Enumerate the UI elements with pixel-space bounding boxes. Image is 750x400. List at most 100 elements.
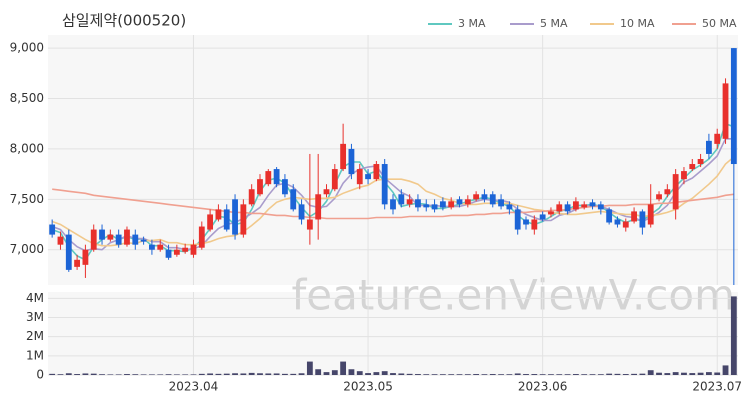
candle-body [697,158,704,165]
candle-body [614,219,621,225]
x-tick-label: 2023.05 [343,380,393,394]
candle-body [198,226,205,248]
y-tick-label: 0 [36,368,44,382]
candle-body [240,204,247,235]
candle-body [90,229,97,250]
x-tick-label: 2023.04 [169,380,219,394]
volume-bar [306,361,313,375]
volume-bar [498,374,504,375]
volume-bar [90,373,97,375]
candle-body [506,204,513,210]
candle-body [398,194,405,205]
y-tick-label: 4M [26,291,44,305]
candle-body [82,249,89,265]
candle-body [190,244,197,255]
volume-bar [381,371,388,375]
chart-title: 삼일제약(000520) [62,12,186,30]
candle-body [456,199,463,205]
candle-body [705,140,712,154]
volume-bar [132,374,139,375]
volume-bar [656,372,662,375]
volume-bar [315,369,322,375]
candle-body [173,249,180,255]
candle-body [556,204,563,212]
volume-bar [107,374,114,375]
y-tick-label: 8,500 [10,91,44,105]
volume-bar [182,374,189,375]
volume-bar [198,373,205,375]
candle-body [140,239,147,242]
volume-bar [240,373,247,375]
ma-line [51,156,735,247]
y-tick-label: 8,000 [10,141,44,155]
volume-bar [539,374,546,375]
volume-bar [115,374,122,375]
volume-bar [232,373,238,375]
volume-bar [248,372,255,375]
candle-body [431,204,438,210]
volume-bar [664,373,671,375]
candle-body [265,171,272,185]
volume-bar [631,373,637,375]
candle-body [722,83,729,139]
candle-body [406,199,413,205]
volume-bar [348,369,355,375]
volume-bar [140,374,147,375]
candle-body [74,259,81,267]
volume-bar [390,373,396,375]
volume-bar [415,374,421,375]
candle-body [564,204,571,212]
volume-bar [548,374,554,375]
volume-bar [639,373,646,375]
volume-bar [190,374,197,375]
volume-bar [298,373,305,375]
volume-bar [531,374,538,375]
candle-body [423,204,430,208]
volume-bar [340,361,347,375]
volume-bar [473,374,480,375]
candle-body [539,214,546,220]
volume-bar [572,374,579,375]
candle-body [581,204,588,208]
candle-body [340,143,347,170]
volume-bar [99,374,105,375]
candle-body [531,219,538,230]
volume-bar [149,374,155,375]
y-tick-label: 1M [26,348,44,362]
volume-bar [456,374,463,375]
volume-bar [406,373,413,375]
legend-label: 10 MA [620,17,655,30]
candle-body [473,194,480,200]
volume-bar [273,373,280,375]
volume-bar [49,373,56,375]
candle-body [464,199,471,205]
volume-bar [697,372,704,375]
volume-bar [514,373,521,375]
volume-bar [564,374,571,375]
candle-body [589,202,596,207]
volume-bar [439,374,446,375]
candle-body [149,244,155,250]
volume-bar [215,373,222,375]
candle-body [348,148,355,175]
volume-bar [398,373,405,375]
volume-bar [373,372,380,375]
volume-bar [356,371,363,375]
candle-body [215,209,222,220]
candle-body [298,204,305,220]
candle-body [689,164,696,170]
volume-bar [647,370,654,375]
volume-bar [614,373,621,375]
volume-bar [730,296,737,375]
volume-bar [523,374,529,375]
volume-bar [282,373,288,375]
candle-body [223,209,230,230]
volume-bar [722,365,729,375]
candle-body [115,234,122,245]
candle-body [572,201,579,210]
legend-label: 3 MA [458,17,486,30]
volume-bar [82,373,89,375]
candle-body [381,164,388,205]
y-tick-label: 7,500 [10,192,44,206]
